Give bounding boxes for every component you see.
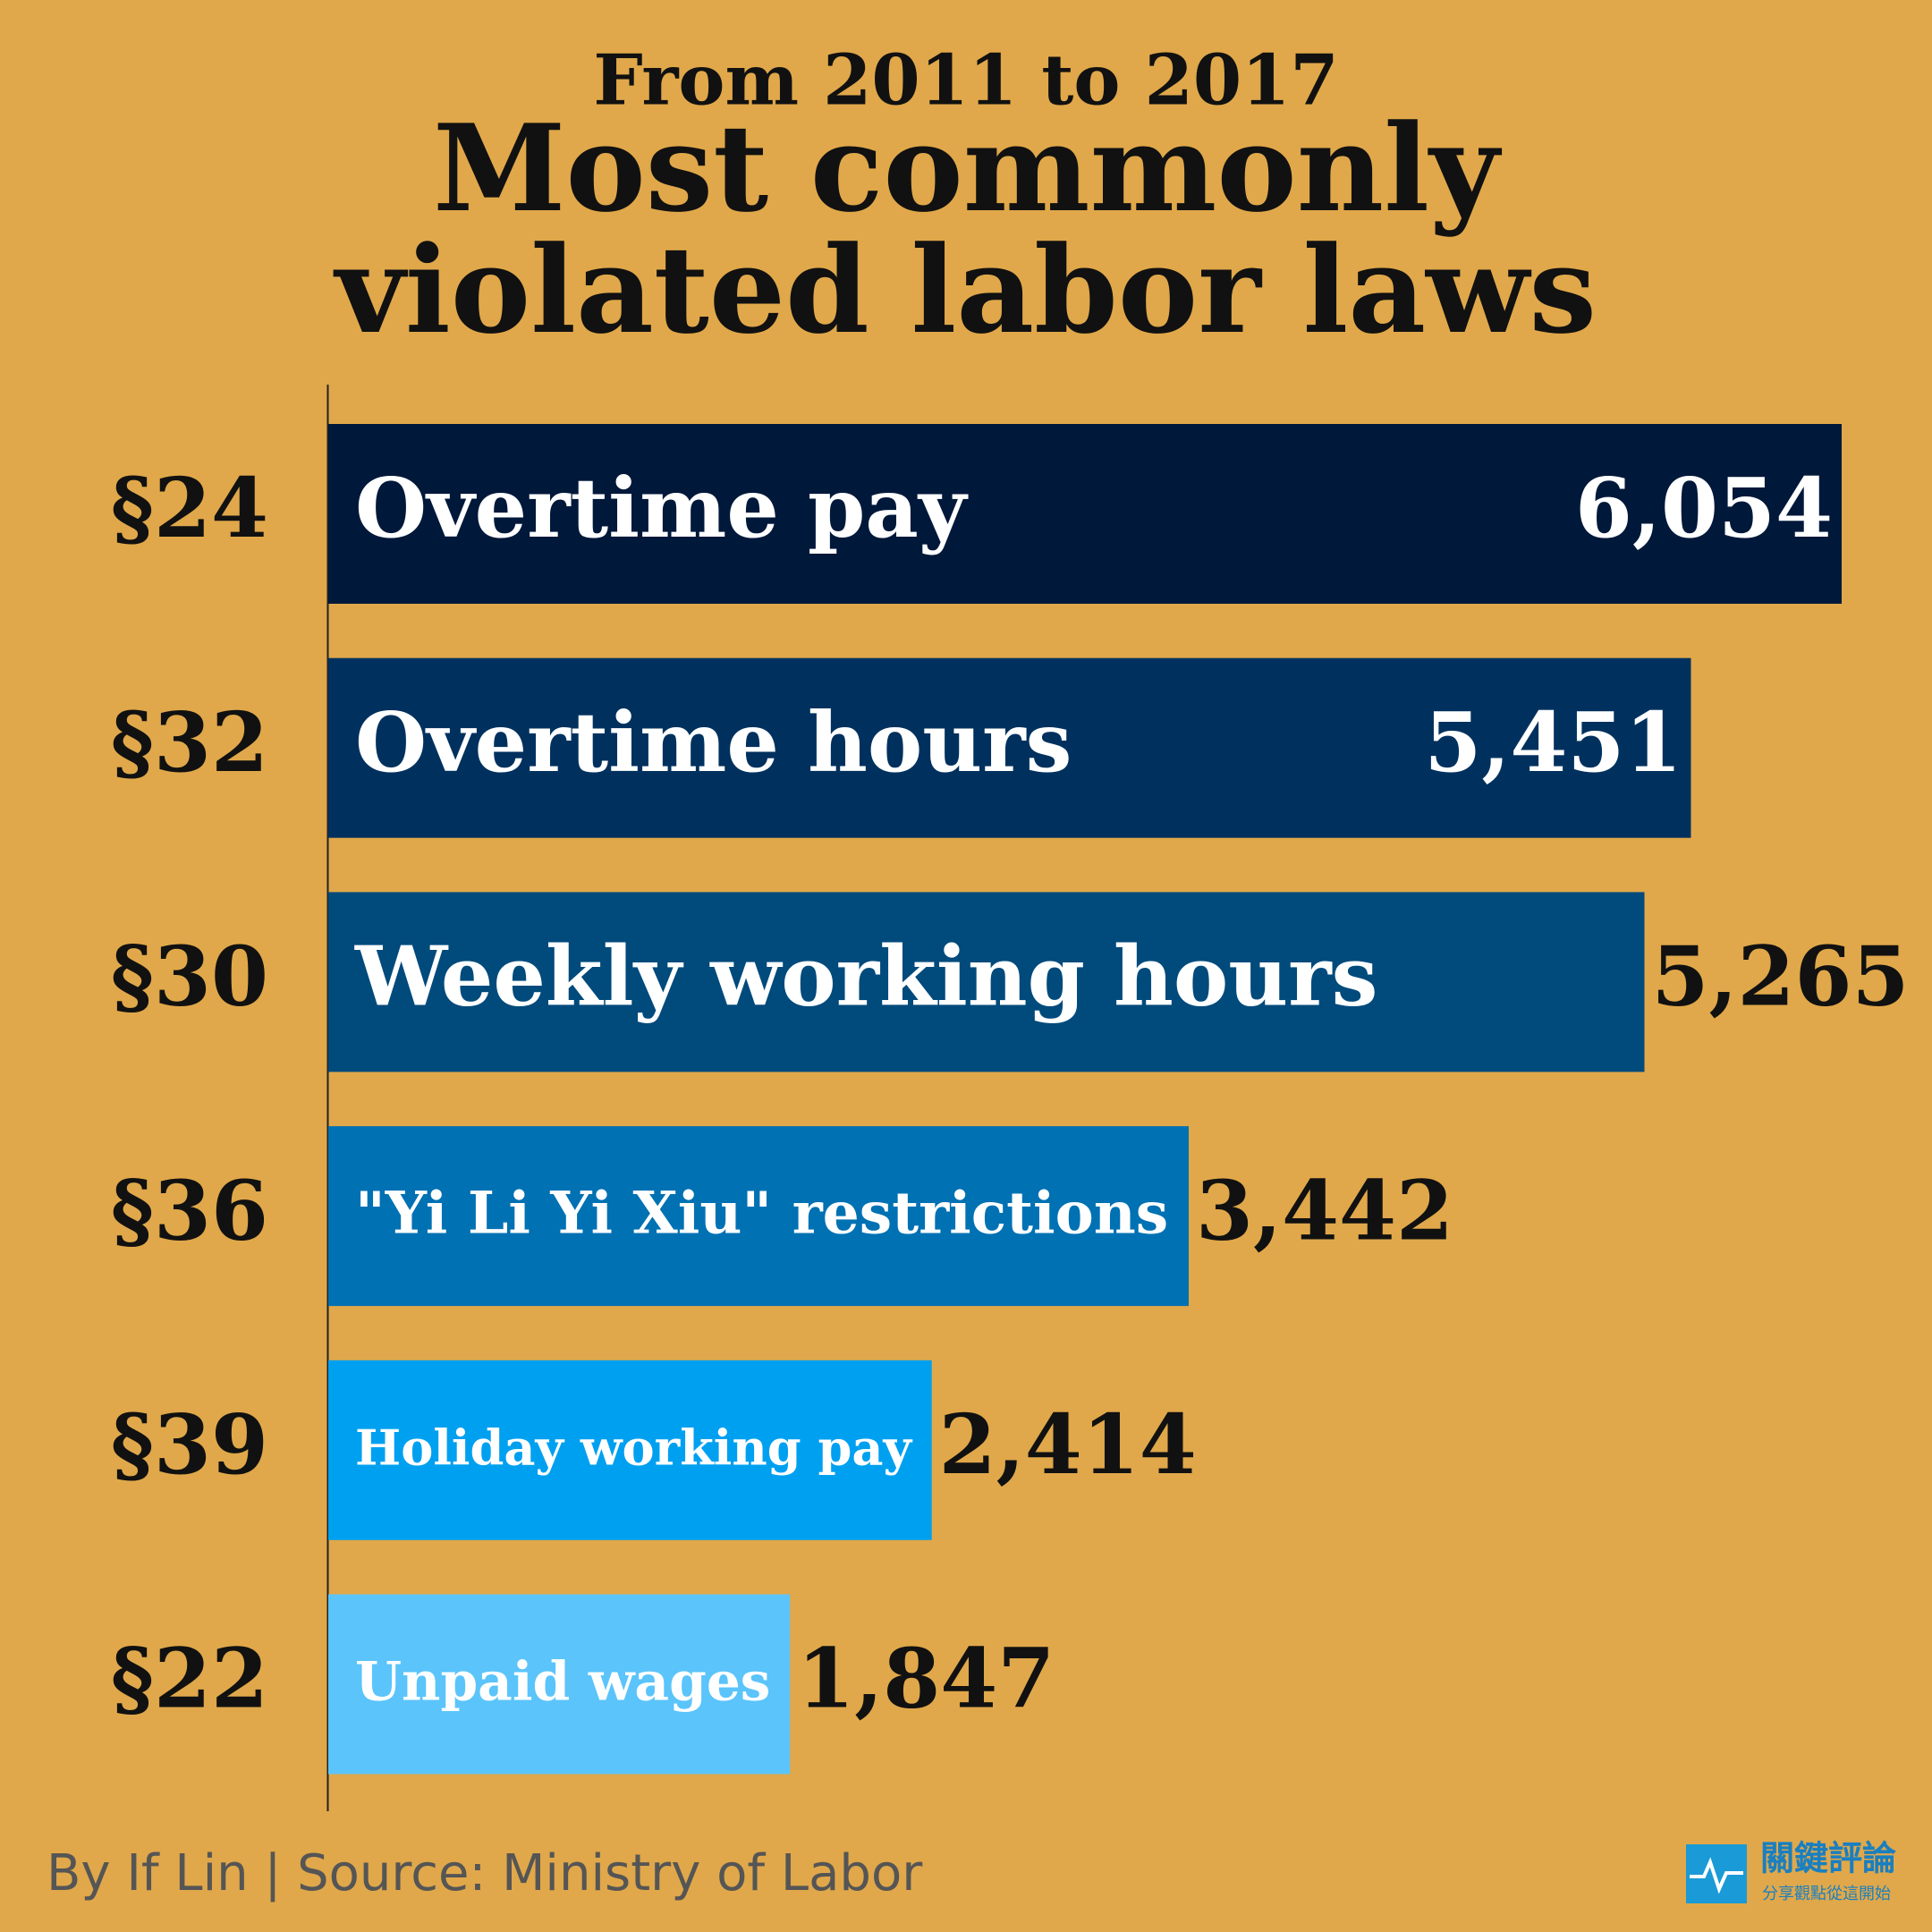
category-label: §39 (111, 1396, 268, 1493)
chart-title: Most commonly (433, 97, 1503, 239)
value-label: 5,265 (1651, 928, 1909, 1025)
category-label: §24 (111, 460, 268, 556)
bar-label: Weekly working hours (354, 928, 1377, 1025)
chart-subtitle: From 2011 to 2017 (593, 40, 1338, 122)
bar-label: Overtime pay (355, 460, 969, 556)
value-label: 2,414 (939, 1396, 1197, 1493)
bar (328, 657, 1691, 838)
value-label: 5,451 (1424, 694, 1682, 791)
category-label: §36 (111, 1162, 268, 1258)
value-label: 1,847 (797, 1631, 1055, 1727)
bar-label: Holiday working pay (355, 1419, 912, 1476)
bar (328, 1360, 932, 1540)
bar-label: Unpaid wages (355, 1651, 770, 1714)
bar-label: Overtime hours (355, 694, 1072, 791)
category-label: §22 (111, 1631, 268, 1727)
bar (328, 424, 1842, 604)
category-label: §32 (111, 694, 268, 791)
chart-title: violated labor laws (333, 219, 1597, 360)
logo-name: 關鍵評論 (1760, 1839, 1896, 1878)
bar (328, 1594, 791, 1775)
bar-label: "Yi Li Yi Xiu" restrictions (355, 1180, 1168, 1248)
logo-tagline: 分享觀點從這開始 (1762, 1885, 1891, 1903)
category-label: §30 (111, 928, 268, 1025)
value-label: 6,054 (1575, 460, 1833, 556)
logo-pulse (1690, 1857, 1743, 1894)
value-label: 3,442 (1196, 1162, 1453, 1258)
bar (328, 892, 1645, 1072)
credit: By If Lin | Source: Ministry of Labor (47, 1844, 923, 1902)
bar (328, 1126, 1189, 1307)
